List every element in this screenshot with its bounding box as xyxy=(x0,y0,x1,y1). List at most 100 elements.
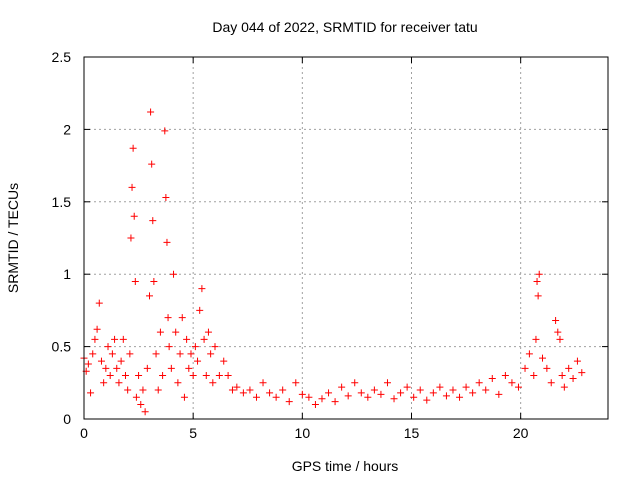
data-point xyxy=(573,357,581,365)
data-point xyxy=(93,325,101,333)
data-point xyxy=(202,372,210,380)
data-point xyxy=(220,357,228,365)
data-point xyxy=(292,379,300,387)
data-point xyxy=(233,383,241,391)
data-point xyxy=(552,317,560,325)
data-point xyxy=(482,386,490,394)
data-point xyxy=(429,389,437,397)
data-point xyxy=(152,350,160,358)
data-point xyxy=(442,392,450,400)
data-point xyxy=(377,390,385,398)
data-point xyxy=(167,364,175,372)
data-point xyxy=(488,374,496,382)
data-point xyxy=(143,364,151,372)
data-point xyxy=(178,314,186,322)
data-point xyxy=(311,401,319,409)
data-point xyxy=(159,372,167,380)
data-point xyxy=(215,372,223,380)
data-point xyxy=(207,350,215,358)
data-point xyxy=(469,389,477,397)
data-point xyxy=(521,364,529,372)
data-point xyxy=(462,383,470,391)
data-point xyxy=(224,372,232,380)
data-point xyxy=(539,354,546,362)
data-point xyxy=(111,335,119,343)
data-point xyxy=(84,360,92,368)
data-point xyxy=(100,379,108,387)
y-tick-label: 1.5 xyxy=(52,194,72,210)
data-point xyxy=(351,379,359,387)
data-point xyxy=(514,383,522,391)
data-point xyxy=(176,350,184,358)
data-point xyxy=(129,144,137,152)
data-point xyxy=(416,386,424,394)
data-point xyxy=(501,372,509,380)
data-point xyxy=(456,393,464,401)
x-axis-label: GPS time / hours xyxy=(292,458,399,474)
data-point xyxy=(556,335,564,343)
x-tick-label: 15 xyxy=(404,425,420,441)
y-tick-label: 0 xyxy=(63,411,71,427)
grid-layer xyxy=(84,57,608,419)
data-point xyxy=(194,357,202,365)
data-point xyxy=(128,183,136,191)
data-point xyxy=(266,389,274,397)
data-point xyxy=(139,386,147,394)
plot-frame xyxy=(83,56,609,420)
data-point xyxy=(180,393,188,401)
data-point xyxy=(508,379,516,387)
data-point xyxy=(410,393,418,401)
data-point xyxy=(554,328,562,336)
data-point xyxy=(565,364,573,372)
data-point xyxy=(532,335,540,343)
data-point xyxy=(119,335,127,343)
data-point xyxy=(344,392,352,400)
data-point xyxy=(272,393,280,401)
data-point xyxy=(147,108,155,116)
data-point xyxy=(154,386,162,394)
data-point xyxy=(161,127,169,135)
data-point xyxy=(174,379,182,387)
data-point xyxy=(185,364,193,372)
data-point xyxy=(146,292,153,300)
data-point xyxy=(285,398,293,406)
data-point xyxy=(102,364,110,372)
data-point xyxy=(558,372,566,380)
y-tick-label: 1 xyxy=(63,266,71,282)
x-tick-label: 20 xyxy=(513,425,529,441)
y-axis-label: SRMTID / TECUs xyxy=(5,183,21,293)
data-point xyxy=(127,234,135,242)
data-point xyxy=(183,335,191,343)
data-point xyxy=(113,364,121,372)
data-point xyxy=(535,270,543,278)
data-point xyxy=(126,350,134,358)
data-point xyxy=(397,389,405,397)
chart-title: Day 044 of 2022, SRMTID for receiver tat… xyxy=(212,19,477,35)
data-point xyxy=(137,401,145,409)
data-point xyxy=(525,350,533,358)
data-point xyxy=(259,379,267,387)
data-point xyxy=(357,389,365,397)
data-point xyxy=(325,389,333,397)
y-tick-label: 2.5 xyxy=(52,49,72,65)
data-point xyxy=(228,386,236,394)
data-point xyxy=(121,372,129,380)
data-point xyxy=(560,383,568,391)
data-point xyxy=(390,395,398,403)
data-point xyxy=(200,335,208,343)
data-point xyxy=(305,393,313,401)
data-point xyxy=(547,379,555,387)
data-point xyxy=(165,343,173,351)
data-point xyxy=(279,386,287,394)
data-point xyxy=(135,372,143,380)
data-point xyxy=(370,386,378,394)
data-point xyxy=(172,328,180,336)
data-point xyxy=(150,277,158,285)
data-point xyxy=(164,314,172,322)
data-point xyxy=(130,212,138,220)
data-point xyxy=(318,395,326,403)
data-point xyxy=(423,396,431,404)
data-point xyxy=(156,328,164,336)
data-point xyxy=(331,398,339,406)
